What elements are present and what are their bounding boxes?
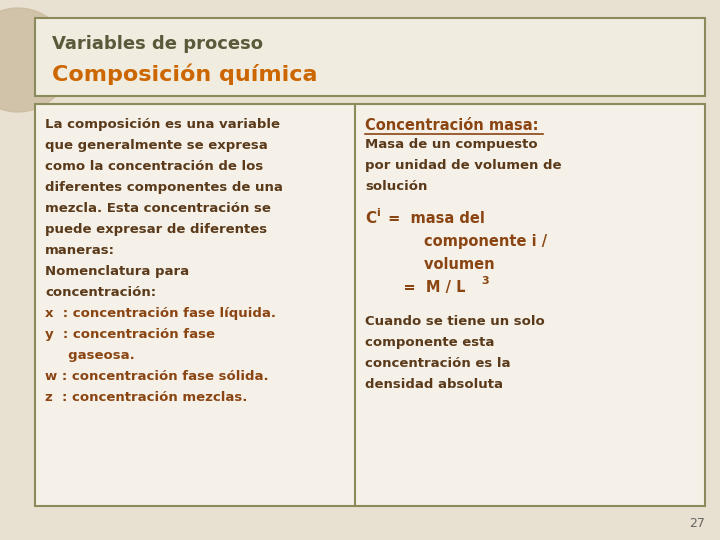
Text: Cuando se tiene un solo: Cuando se tiene un solo xyxy=(365,315,545,328)
Text: volumen: volumen xyxy=(383,257,495,272)
Circle shape xyxy=(0,8,70,112)
Text: Masa de un compuesto: Masa de un compuesto xyxy=(365,138,538,151)
Text: =  M / L: = M / L xyxy=(383,280,466,295)
Text: densidad absoluta: densidad absoluta xyxy=(365,378,503,391)
FancyBboxPatch shape xyxy=(35,104,705,506)
Text: y  : concentración fase: y : concentración fase xyxy=(45,328,215,341)
Text: diferentes componentes de una: diferentes componentes de una xyxy=(45,181,283,194)
Text: como la concentración de los: como la concentración de los xyxy=(45,160,264,173)
Text: componente esta: componente esta xyxy=(365,336,495,349)
Text: solución: solución xyxy=(365,180,428,193)
Text: Variables de proceso: Variables de proceso xyxy=(52,35,263,53)
Text: 27: 27 xyxy=(689,517,705,530)
Text: x  : concentración fase líquida.: x : concentración fase líquida. xyxy=(45,307,276,320)
Text: que generalmente se expresa: que generalmente se expresa xyxy=(45,139,268,152)
Text: La composición es una variable: La composición es una variable xyxy=(45,118,280,131)
Text: maneras:: maneras: xyxy=(45,244,115,257)
Text: concentración:: concentración: xyxy=(45,286,156,299)
Text: 3: 3 xyxy=(481,276,489,286)
Text: gaseosa.: gaseosa. xyxy=(45,349,135,362)
Text: z  : concentración mezclas.: z : concentración mezclas. xyxy=(45,391,248,404)
Text: C: C xyxy=(365,211,376,226)
Text: w : concentración fase sólida.: w : concentración fase sólida. xyxy=(45,370,269,383)
Text: Composición química: Composición química xyxy=(52,63,318,85)
Text: Concentración masa:: Concentración masa: xyxy=(365,118,539,133)
Text: componente i /: componente i / xyxy=(383,234,547,249)
FancyBboxPatch shape xyxy=(35,18,705,96)
Text: =  masa del: = masa del xyxy=(383,211,485,226)
Text: puede expresar de diferentes: puede expresar de diferentes xyxy=(45,223,267,236)
Text: Nomenclatura para: Nomenclatura para xyxy=(45,265,189,278)
Text: mezcla. Esta concentración se: mezcla. Esta concentración se xyxy=(45,202,271,215)
Text: por unidad de volumen de: por unidad de volumen de xyxy=(365,159,562,172)
Text: concentración es la: concentración es la xyxy=(365,357,510,370)
Text: i: i xyxy=(376,208,379,218)
